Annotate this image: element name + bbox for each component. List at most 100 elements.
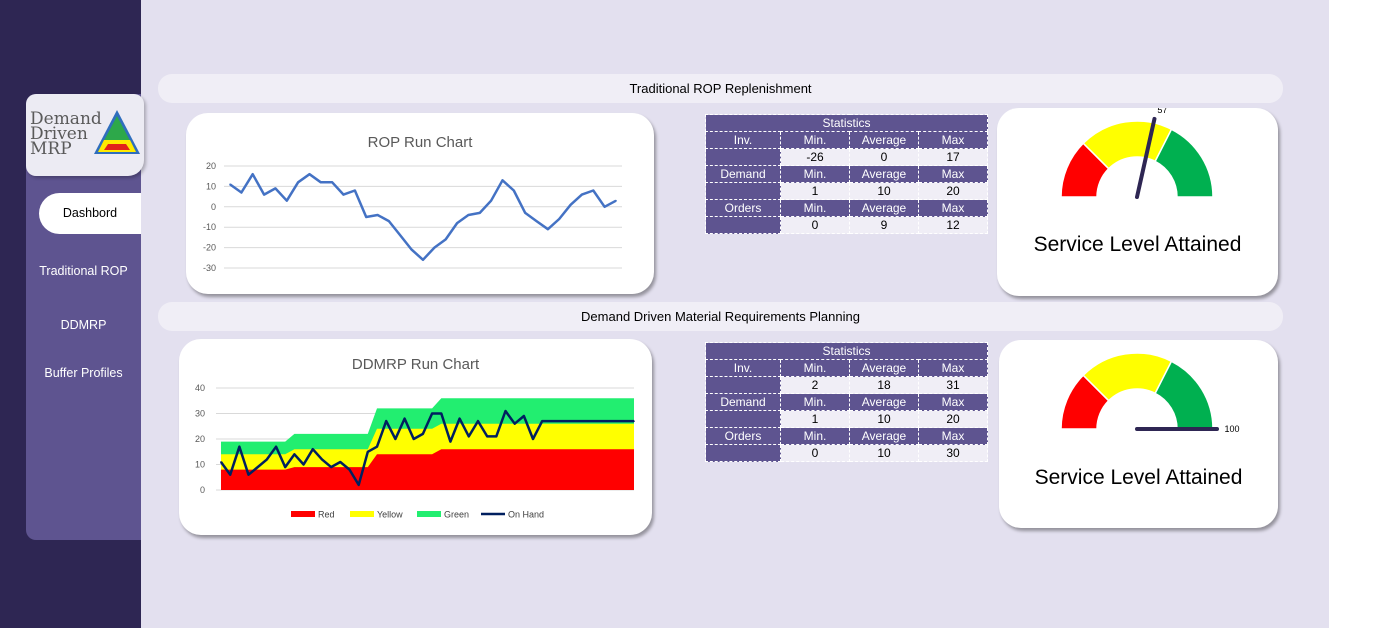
rop-stats-cell: 10: [849, 182, 919, 200]
rop-run-chart: 20 10 0 -10 -20 -30: [203, 161, 622, 273]
rop-stats-cell: 12: [918, 216, 988, 234]
ddmrp-stats-header: Average: [849, 359, 919, 377]
data-point: [478, 212, 481, 214]
rop-stats-cell: 9: [849, 216, 919, 234]
rop-stats-cell: -26: [780, 148, 850, 166]
data-point: [477, 420, 479, 422]
data-point: [596, 420, 599, 422]
rop-stats-header: Min.: [780, 165, 850, 183]
banner-rop: Traditional ROP Replenishment: [158, 74, 1283, 103]
ddmrp-stats-header: Average: [849, 393, 919, 411]
data-point: [297, 181, 299, 184]
legend-swatch: [417, 511, 441, 517]
data-point: [633, 420, 635, 422]
rop-stats-cell: 0: [849, 148, 919, 166]
ddmrp-chart-title: DDMRP Run Chart: [351, 356, 480, 373]
data-point: [535, 220, 538, 222]
logo-triangle-icon: [94, 110, 140, 154]
data-point: [614, 420, 617, 422]
ddmrp-stats-header: Min.: [780, 359, 850, 377]
data-point: [605, 420, 608, 422]
data-point: [229, 473, 231, 476]
ddmrp-stats-cell: 0: [780, 444, 850, 462]
data-point: [412, 438, 415, 440]
gauge-needle: [1135, 116, 1157, 199]
data-point: [394, 438, 397, 440]
rop-stats-header: Min.: [780, 131, 850, 149]
data-point: [376, 445, 378, 448]
data-point: [293, 453, 296, 456]
data-point: [348, 468, 351, 471]
data-point: [513, 422, 516, 425]
data-point: [266, 458, 268, 461]
data-point: [357, 484, 360, 486]
ddmrp-service-level-title: Service Level Attained: [1034, 466, 1243, 489]
y-tick-label: 10: [195, 460, 205, 470]
data-point: [330, 466, 332, 468]
data-point: [495, 435, 498, 438]
legend-label: On Hand: [508, 510, 544, 520]
series-line: [229, 172, 617, 262]
rop-service-level-gauge: 57: [1060, 108, 1214, 199]
data-point: [433, 246, 436, 249]
ddmrp-stats-cell: 31: [918, 376, 988, 394]
data-point: [504, 410, 507, 412]
rop-stats-cell: 0: [780, 216, 850, 234]
nav-item-buffer-profiles[interactable]: Buffer Profiles: [44, 366, 123, 380]
ddmrp-stats-header: Min.: [780, 393, 850, 411]
data-point: [490, 199, 492, 202]
data-point: [388, 220, 390, 222]
rop-stats-header: Max: [918, 165, 988, 183]
data-point: [467, 214, 470, 216]
ddmrp-stats-header: Max: [918, 427, 988, 445]
ddmrp-stats-cell: 1: [780, 410, 850, 428]
data-point: [501, 179, 504, 182]
nav-item-dashboard[interactable]: Dashbord: [39, 193, 141, 234]
ddmrp-stats-cell: 18: [849, 376, 919, 394]
ddmrp-stats-cell: 20: [918, 410, 988, 428]
data-point: [422, 259, 424, 261]
data-point: [229, 183, 231, 186]
data-point: [615, 199, 617, 202]
data-point: [541, 420, 544, 422]
ddmrp-stats-cell: 30: [918, 444, 988, 462]
ddmrp-chart-card: DDMRP Run Chart 40 30 20 10 0 Red Yellow Green O…: [179, 339, 652, 535]
y-tick-label: 0: [200, 485, 205, 495]
data-point: [581, 193, 583, 196]
data-point: [468, 435, 470, 438]
rop-chart-card: ROP Run Chart 20 10 0 -10 -20 -30: [186, 113, 654, 294]
rop-stats-cell: 17: [918, 148, 988, 166]
data-point: [513, 189, 515, 192]
data-point: [274, 187, 277, 190]
y-tick-label: 30: [195, 409, 205, 419]
data-point: [568, 420, 571, 422]
ddmrp-stats-title: Statistics: [705, 342, 988, 360]
data-point: [458, 417, 461, 420]
data-point: [523, 415, 525, 417]
nav-item-ddmrp[interactable]: DDMRP: [60, 318, 107, 332]
rop-stats-header: Max: [918, 199, 988, 217]
rop-stats-header: Average: [849, 131, 919, 149]
data-point: [558, 218, 561, 220]
ddmrp-stats-row-label: Orders: [705, 427, 781, 445]
data-point: [302, 463, 305, 466]
rop-service-level-card: 57 Service Level Attained: [997, 108, 1278, 296]
data-point: [220, 461, 222, 463]
y-tick-label: -30: [203, 263, 216, 273]
data-point: [308, 173, 311, 175]
data-point: [251, 173, 254, 175]
rop-statistics-table: Statistics Inv. Min. Average Max -26 0 1…: [705, 114, 988, 234]
rop-stats-header: Average: [849, 199, 919, 217]
y-tick-label: -20: [203, 243, 216, 253]
data-point: [385, 420, 387, 422]
data-point: [275, 445, 277, 448]
data-point: [456, 222, 458, 224]
data-point: [559, 420, 562, 422]
nav-item-traditional-rop[interactable]: Traditional ROP: [39, 264, 128, 278]
gauge-green-segment: [1154, 128, 1214, 198]
ddmrp-stats-header: Max: [918, 393, 988, 411]
logo: Demand Driven MRP: [26, 94, 144, 176]
ddmrp-service-level-card: 100 Service Level Attained: [999, 340, 1278, 528]
data-point: [486, 435, 488, 438]
ddmrp-stats-cell: 2: [780, 376, 850, 394]
